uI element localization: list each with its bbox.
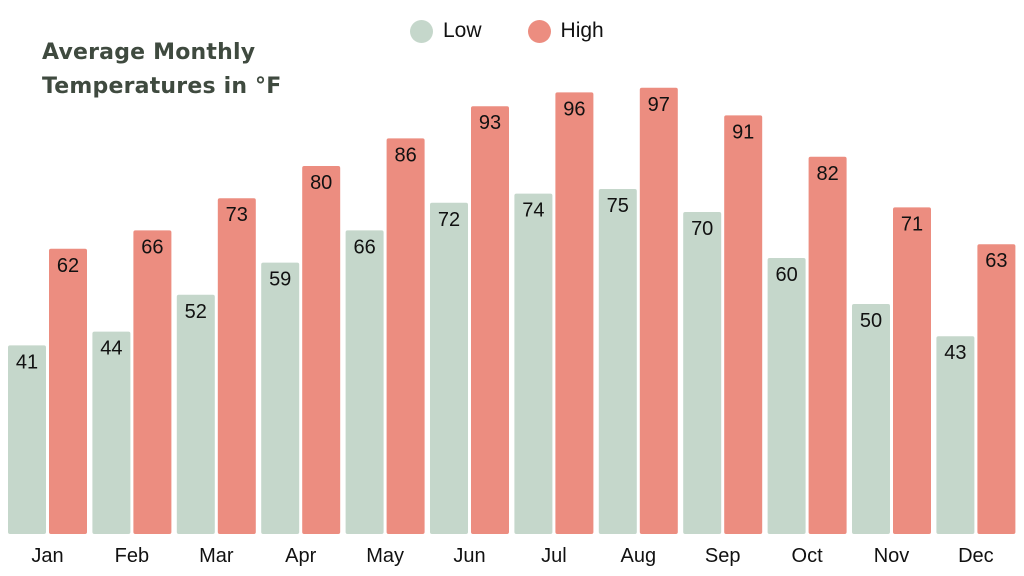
- bar-low-jul: [514, 193, 553, 534]
- bar-high-jun: [471, 106, 509, 534]
- bar-high-jul: [555, 92, 594, 535]
- x-tick-label-dec: Dec: [958, 545, 994, 567]
- x-tick-label-sep: Sep: [705, 545, 741, 567]
- bar-low-aug: [598, 189, 637, 534]
- x-tick-label-aug: Aug: [621, 545, 657, 567]
- bar-low-apr: [261, 262, 300, 534]
- data-label-low-mar: 52: [185, 301, 207, 323]
- x-tick-label-mar: Mar: [199, 545, 234, 567]
- legend-swatch-low: [410, 19, 433, 43]
- bar-low-oct: [767, 258, 806, 534]
- bar-low-sep: [683, 212, 722, 534]
- data-label-high-jul: 96: [563, 98, 585, 120]
- data-label-high-oct: 82: [816, 163, 838, 185]
- data-label-high-nov: 71: [901, 213, 923, 235]
- legend-item-high: High: [527, 19, 604, 43]
- x-tick-label-jan: Jan: [31, 545, 63, 567]
- x-tick-label-jun: Jun: [453, 545, 485, 567]
- bar-low-may: [345, 230, 384, 534]
- bar-high-oct: [808, 156, 847, 535]
- bar-high-mar: [217, 198, 256, 534]
- data-label-low-jun: 72: [438, 209, 460, 231]
- bar-low-jan: [8, 345, 46, 534]
- data-label-low-jul: 74: [522, 200, 544, 222]
- data-label-high-aug: 97: [648, 94, 670, 116]
- x-tick-label-apr: Apr: [285, 545, 316, 567]
- data-label-low-jan: 41: [16, 351, 38, 373]
- bar-low-jun: [430, 202, 468, 535]
- data-label-high-feb: 66: [141, 236, 163, 258]
- legend-label-low: Low: [443, 19, 482, 42]
- bar-high-dec: [977, 244, 1016, 534]
- x-tick-label-nov: Nov: [874, 545, 910, 567]
- x-tick-label-may: May: [366, 545, 404, 567]
- bar-high-may: [386, 138, 425, 534]
- x-tick-label-feb: Feb: [115, 545, 149, 567]
- legend-item-low: Low: [410, 19, 482, 43]
- data-label-high-mar: 73: [226, 204, 248, 226]
- data-label-low-apr: 59: [269, 269, 291, 291]
- bar-low-nov: [852, 304, 890, 534]
- bar-low-feb: [92, 331, 131, 534]
- bar-high-jan: [49, 248, 87, 535]
- bar-low-dec: [936, 336, 975, 534]
- data-label-high-apr: 80: [310, 172, 332, 194]
- bar-high-aug: [639, 87, 678, 535]
- bar-high-feb: [133, 230, 172, 534]
- chart-title: Average Monthly Temperatures in °F: [42, 40, 282, 99]
- legend: Low High: [410, 16, 604, 46]
- x-tick-label-oct: Oct: [792, 545, 824, 567]
- data-label-low-sep: 70: [691, 218, 713, 240]
- bar-high-apr: [302, 166, 341, 534]
- legend-label-high: High: [560, 19, 604, 42]
- bar-low-mar: [176, 294, 215, 534]
- data-label-low-dec: 43: [944, 342, 966, 364]
- data-label-high-jan: 62: [57, 255, 79, 277]
- data-label-high-sep: 91: [732, 121, 754, 143]
- data-label-high-may: 86: [394, 144, 416, 166]
- data-label-low-feb: 44: [100, 338, 122, 360]
- bar-high-nov: [893, 207, 931, 534]
- data-label-high-dec: 63: [985, 250, 1007, 272]
- data-label-low-oct: 60: [775, 264, 797, 286]
- legend-swatch-high: [527, 19, 551, 43]
- bar-high-sep: [724, 115, 763, 535]
- data-label-low-may: 66: [353, 236, 375, 258]
- data-label-low-nov: 50: [860, 310, 882, 332]
- x-tick-label-jul: Jul: [541, 545, 567, 567]
- data-label-high-jun: 93: [479, 112, 501, 134]
- data-label-low-aug: 75: [607, 195, 629, 217]
